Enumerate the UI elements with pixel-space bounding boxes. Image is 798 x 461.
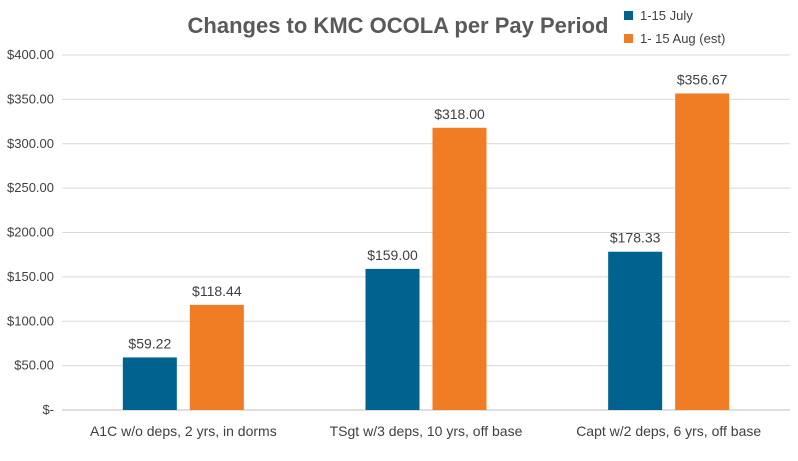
data-label: $59.22 (128, 335, 171, 351)
bar-aug-1 (189, 304, 244, 410)
data-label: $356.67 (677, 71, 728, 87)
data-labels: $59.22 $118.44 $159.00 $318.00 $178.33 $356.6… (128, 71, 727, 351)
data-label: $318.00 (434, 106, 485, 122)
chart-title: Changes to KMC OCOLA per Pay Period (188, 13, 609, 38)
category-labels: A1C w/o deps, 2 yrs, in dorms TSgt w/3 de… (90, 423, 761, 439)
data-label: $178.33 (610, 230, 661, 246)
bar-aug-2 (432, 127, 487, 411)
bars (122, 93, 730, 411)
y-tick-label: $- (42, 402, 54, 417)
y-tick-label: $350.00 (7, 91, 54, 106)
y-tick-label: $300.00 (7, 136, 54, 151)
legend-label: 1- 15 Aug (est) (640, 31, 725, 46)
bar-july-3 (608, 251, 663, 410)
y-tick-label: $400.00 (7, 47, 54, 62)
bar-july-1 (122, 357, 177, 410)
bar-july-2 (365, 268, 420, 410)
y-tick-label: $150.00 (7, 269, 54, 284)
y-tick-label: $100.00 (7, 313, 54, 328)
bar-aug-3 (675, 93, 730, 410)
legend-swatch (624, 11, 633, 20)
category-label: Capt w/2 deps, 6 yrs, off base (576, 423, 761, 439)
y-axis-ticks: $- $50.00 $100.00 $150.00 $200.00 $250.00 $300… (7, 47, 54, 417)
y-tick-label: $200.00 (7, 225, 54, 240)
gridlines (62, 54, 790, 411)
category-label: TSgt w/3 deps, 10 yrs, off base (330, 423, 523, 439)
y-tick-label: $50.00 (14, 358, 54, 373)
data-label: $118.44 (192, 283, 242, 299)
legend-label: 1-15 July (640, 8, 693, 23)
category-label: A1C w/o deps, 2 yrs, in dorms (90, 423, 277, 439)
legend: 1-15 July 1- 15 Aug (est) (624, 8, 725, 46)
legend-swatch (624, 34, 633, 43)
data-label: $159.00 (367, 247, 418, 263)
y-tick-label: $250.00 (7, 180, 54, 195)
